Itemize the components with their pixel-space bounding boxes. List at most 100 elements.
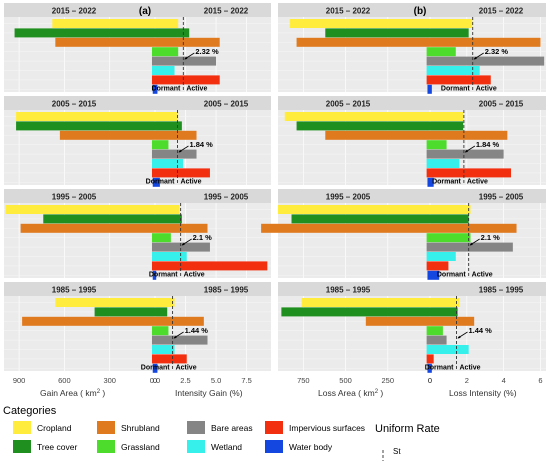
panel-strip	[4, 96, 271, 110]
area-bar	[426, 168, 430, 178]
intensity-bar	[430, 242, 513, 252]
intensity-bar	[430, 56, 545, 66]
area-bar	[289, 19, 430, 28]
uniform-rate-arrowhead	[473, 56, 477, 60]
area-bar	[151, 233, 155, 243]
x-tick-label: 2	[465, 376, 469, 385]
uniform-rate-arrowhead	[178, 149, 182, 153]
intensity-bar	[430, 28, 469, 38]
uniform-rate-label: 2.1 %	[193, 233, 213, 242]
uniform-rate-arrowhead	[464, 149, 469, 153]
uniform-rate-legend-label: St	[393, 447, 401, 456]
x-tick-label: 300	[103, 376, 116, 385]
area-bar	[59, 130, 156, 140]
dormant-label: Dormant	[146, 179, 175, 186]
x-tick-label: 750	[297, 376, 310, 385]
panel-background	[278, 203, 546, 278]
uniform-rate-arrowhead	[181, 242, 185, 246]
legend-swatch	[265, 421, 283, 434]
area-bar	[43, 214, 156, 224]
intensity-bar	[155, 316, 204, 326]
area-bar	[151, 168, 155, 178]
area-bar	[427, 363, 430, 373]
area-bar	[426, 47, 430, 57]
intensity-bar	[430, 214, 469, 224]
area-bar	[426, 252, 430, 261]
area-bar	[151, 56, 155, 66]
intensity-bar	[430, 149, 504, 159]
intensity-bar	[430, 326, 443, 336]
dormant-label: Dormant	[141, 365, 170, 372]
intensity-bar	[155, 140, 169, 150]
intensity-bar	[430, 47, 456, 57]
panel-strip	[4, 3, 271, 17]
area-bar	[284, 112, 430, 121]
intensity-bar	[430, 335, 447, 345]
area-bar	[151, 66, 155, 75]
intensity-bar	[430, 354, 434, 364]
intensity-bar	[155, 261, 268, 271]
area-bar	[151, 252, 155, 261]
intensity-bar	[155, 214, 182, 224]
intensity-bar	[155, 37, 220, 47]
charts-layer: 2015 – 2022 2015 – 2022 (a) 2.32 % Dormant Ac…	[4, 3, 546, 385]
x-tick-label: 250	[382, 376, 395, 385]
intensity-bar	[430, 66, 480, 75]
intensity-bar	[155, 168, 210, 178]
legend-title: Categories	[3, 405, 57, 417]
area-bar	[261, 223, 430, 233]
x-tick-label: 500	[339, 376, 352, 385]
intensity-bar	[155, 270, 157, 280]
x-tick-label: 7.5	[241, 376, 251, 385]
area-bar	[426, 149, 430, 159]
intensity-bar	[155, 112, 179, 121]
intensity-bar	[430, 298, 460, 307]
area-bar	[151, 140, 155, 150]
intensity-bar	[430, 121, 464, 131]
x-tick-label: 0	[428, 376, 432, 385]
area-bar	[426, 326, 430, 336]
intensity-bar	[155, 177, 160, 187]
x-tick-label: 0	[153, 376, 157, 385]
active-label: Active	[180, 179, 201, 186]
area-bar	[151, 149, 155, 159]
intensity-bar	[155, 28, 190, 38]
intensity-bar	[430, 233, 471, 243]
area-bar	[426, 75, 430, 85]
area-bar	[296, 37, 430, 47]
dormant-label: Dormant	[437, 272, 466, 279]
legend-swatch	[265, 440, 283, 453]
area-bar	[427, 84, 430, 94]
dormant-label: Dormant	[441, 86, 470, 93]
intensity-bar	[430, 177, 434, 187]
intensity-bar	[430, 261, 449, 271]
intensity-bar	[430, 168, 512, 178]
panel-strip	[278, 189, 546, 203]
area-bar	[278, 205, 430, 214]
legend-swatch	[97, 440, 115, 453]
period-label-left: 2005 – 2015	[52, 100, 97, 109]
intensity-bar	[430, 363, 432, 373]
intensity-bar	[155, 66, 175, 75]
area-bar	[151, 159, 155, 168]
uniform-rate-label: 1.44 %	[185, 326, 209, 335]
area-bar	[296, 121, 430, 131]
area-bar	[426, 140, 430, 150]
period-label-right: 1995 – 2005	[479, 193, 524, 202]
intensity-bar	[155, 326, 169, 336]
area-bar	[22, 316, 156, 326]
period-label-left: 1985 – 1995	[52, 286, 97, 295]
uniform-rate-label: 2.32 %	[195, 47, 219, 56]
intensity-bar	[155, 75, 220, 85]
period-label-right: 2005 – 2015	[204, 100, 249, 109]
area-bar	[55, 37, 156, 47]
intensity-bar	[430, 140, 447, 150]
period-label-left: 2015 – 2022	[52, 7, 97, 16]
active-label: Active	[186, 86, 207, 93]
area-bar	[426, 242, 430, 252]
panel-strip	[278, 96, 546, 110]
intensity-bar	[430, 316, 475, 326]
area-bar	[325, 130, 430, 140]
panel-1-1: 2005 – 2015 2005 – 2015 1.84 % Dormant Activ…	[278, 96, 546, 187]
loss-area-axis-label: Loss Area ( km2 )	[318, 388, 383, 398]
